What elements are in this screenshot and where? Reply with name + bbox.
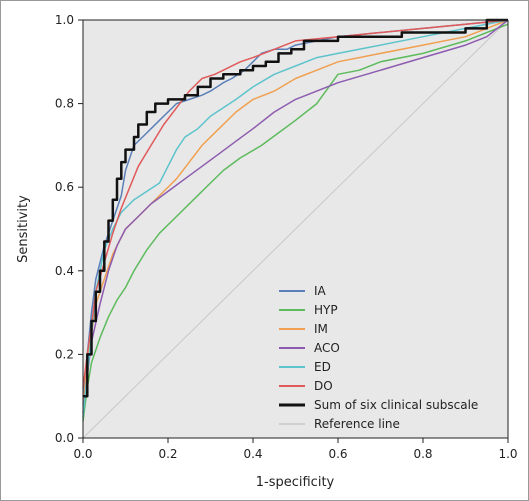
legend-label-aco: ACO [314,341,340,355]
series-line-hyp [82,23,509,422]
legend-label-reference-line: Reference line [314,417,400,431]
legend-label-sum-of-six-clinical-subscale: Sum of six clinical subscale [314,398,478,412]
legend-label-ed: ED [314,360,331,374]
series-line-reference-line [82,19,509,439]
series-layer [82,18,509,439]
y-tick-label: 0.4 [55,264,74,278]
series-line-im [82,19,509,405]
x-axis-label: 1-specificity [256,475,335,490]
legend-label-hyp: HYP [314,303,338,317]
y-ticks: 0.0 0.2 0.4 0.6 0.8 1.0 [55,13,83,445]
y-tick-label: 0.8 [55,97,74,111]
y-axis-label: Sensitivity [16,195,31,263]
series-line-sum-of-six-clinical-subscale [83,18,508,398]
y-tick-label: 0.6 [55,180,74,194]
legend-label-do: DO [314,379,333,393]
series-line-aco [82,19,509,413]
y-tick-label: 0.0 [55,431,74,445]
legend-label-ia: IA [314,284,327,298]
x-ticks: 0.0 0.2 0.4 0.6 0.8 1.0 [73,438,518,461]
series-line-ed [82,19,509,418]
axes [82,19,509,439]
legend: IA HYP IM ACO ED DO Sum of six clinical subsca… [279,284,478,431]
x-tick-label: 0.0 [73,447,92,461]
x-tick-label: 0.4 [243,447,262,461]
x-tick-label: 0.6 [328,447,347,461]
y-tick-label: 0.2 [55,347,74,361]
x-tick-label: 1.0 [498,447,517,461]
x-tick-label: 0.2 [158,447,177,461]
legend-label-im: IM [314,322,328,336]
y-tick-label: 1.0 [55,13,74,27]
x-tick-label: 0.8 [413,447,432,461]
